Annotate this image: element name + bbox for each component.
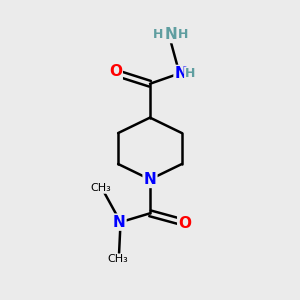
Text: H: H xyxy=(178,28,188,41)
Text: H: H xyxy=(153,28,164,41)
Text: H: H xyxy=(184,67,195,80)
Text: O: O xyxy=(109,64,122,80)
Text: N: N xyxy=(113,214,125,230)
Text: CH₃: CH₃ xyxy=(91,183,111,193)
Text: N: N xyxy=(144,172,156,187)
Text: N: N xyxy=(175,66,187,81)
Text: CH₃: CH₃ xyxy=(107,254,128,264)
Text: N: N xyxy=(164,27,177,42)
Text: O: O xyxy=(178,216,191,231)
